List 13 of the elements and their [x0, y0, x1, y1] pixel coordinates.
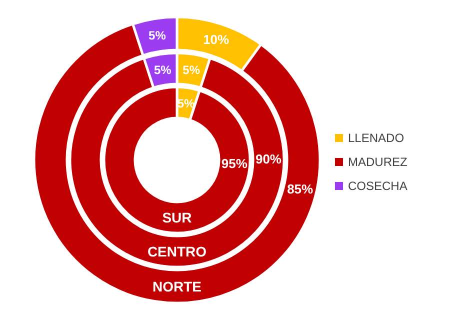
legend-label: MADUREZ [348, 155, 408, 170]
data-label: 90% [255, 151, 282, 166]
data-label: 10% [203, 32, 230, 48]
data-label: 5% [154, 62, 172, 77]
legend-label: LLENADO [348, 131, 404, 146]
data-label: 85% [287, 182, 314, 197]
data-label: 95% [221, 156, 248, 171]
slice-label: CENTRO [147, 243, 207, 260]
slice-label: NORTE [152, 278, 202, 294]
data-label: 5% [182, 62, 200, 77]
data-label: 5% [148, 28, 166, 42]
legend-label: COSECHA [348, 179, 408, 194]
slice-label: SUR [162, 209, 192, 226]
